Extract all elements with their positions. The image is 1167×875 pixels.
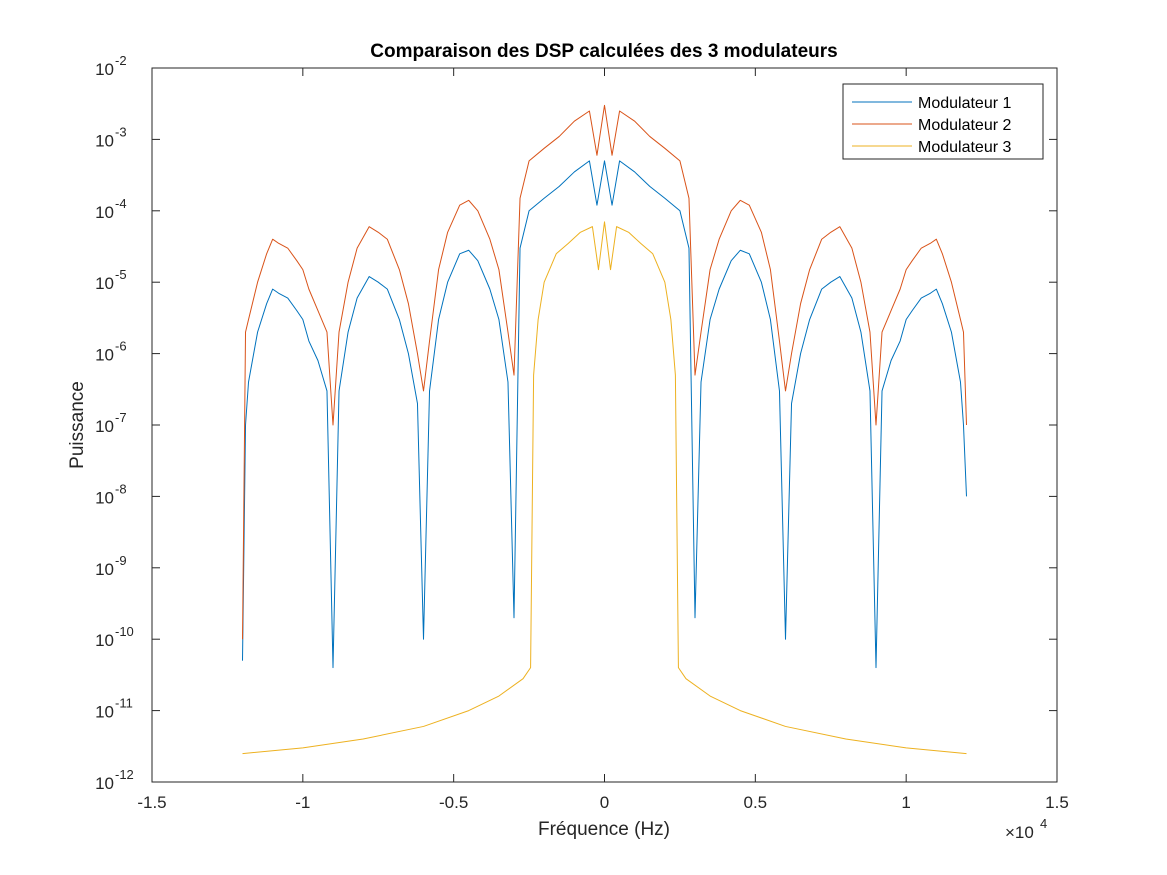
series-line-3 (242, 221, 967, 755)
x-multiplier-exponent: 4 (1040, 816, 1047, 831)
y-tick-label: 10 (95, 60, 114, 79)
series-line-1 (242, 160, 967, 669)
y-tick-label: 10 (95, 203, 114, 222)
legend: Modulateur 1 Modulateur 2 Modulateur 3 (842, 83, 1044, 160)
x-tick-label: 1 (901, 793, 910, 812)
x-tick-label: 0.5 (744, 793, 768, 812)
x-tick-label: 1.5 (1045, 793, 1069, 812)
y-tick-label: 10 (95, 631, 114, 650)
x-tick-label: 0 (600, 793, 609, 812)
y-tick-exponent: -4 (115, 196, 127, 211)
y-tick-exponent: -5 (115, 267, 127, 282)
y-tick-exponent: -8 (115, 481, 127, 496)
series-layer (242, 104, 967, 755)
chart-title: Comparaison des DSP calculées des 3 modu… (370, 41, 837, 62)
y-tick-label: 10 (95, 774, 114, 793)
legend-label-2: Modulateur 2 (918, 117, 1011, 134)
y-tick-label: 10 (95, 560, 114, 579)
series-line-2 (242, 104, 967, 640)
x-axis-label: Fréquence (Hz) (538, 819, 670, 840)
x-axis-multiplier: ×10 4 (1005, 816, 1047, 842)
y-tick-exponent: -3 (115, 124, 127, 139)
y-tick-exponent: -9 (115, 553, 127, 568)
y-axis-label: Puissance (67, 381, 88, 469)
x-tick-label: -0.5 (439, 793, 468, 812)
y-tick-label: 10 (95, 417, 114, 436)
legend-label-3: Modulateur 3 (918, 139, 1011, 156)
y-tick-exponent: -7 (115, 410, 127, 425)
legend-label-1: Modulateur 1 (918, 95, 1011, 112)
y-tick-exponent: -2 (115, 53, 127, 68)
y-tick-label: 10 (95, 346, 114, 365)
y-tick-exponent: -11 (115, 696, 133, 711)
y-tick-label: 10 (95, 131, 114, 150)
y-tick-exponent: -12 (115, 767, 134, 782)
plot-area (151, 67, 1058, 783)
y-tick-label: 10 (95, 274, 114, 293)
x-tick-label: -1 (295, 793, 310, 812)
y-tick-label: 10 (95, 703, 114, 722)
x-multiplier-base: ×10 (1005, 823, 1034, 842)
x-tick-label: -1.5 (137, 793, 166, 812)
y-tick-label: 10 (95, 488, 114, 507)
y-tick-exponent: -6 (115, 339, 127, 354)
y-tick-exponent: -10 (115, 624, 134, 639)
x-axis-ticks: -1.5 -1 -0.5 0 0.5 1 1.5 (137, 68, 1069, 812)
